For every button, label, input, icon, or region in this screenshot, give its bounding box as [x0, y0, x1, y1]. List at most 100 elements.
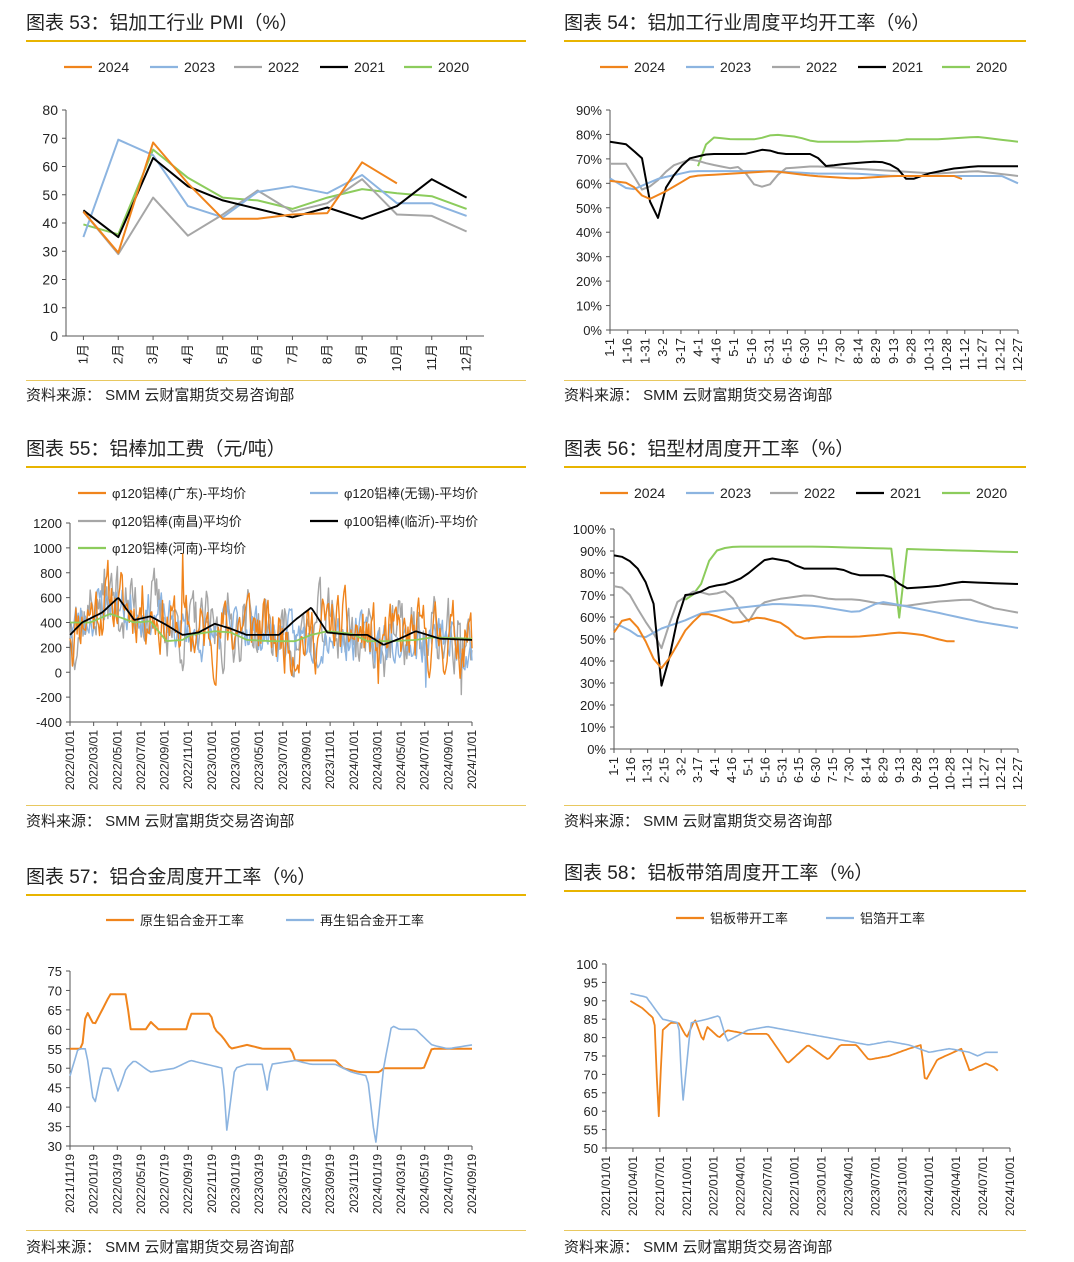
y-tick-label: 1000: [33, 541, 62, 556]
y-tick-label: 30%: [576, 250, 602, 265]
legend-label: 2024: [634, 485, 665, 501]
legend-label: 2021: [354, 59, 385, 75]
y-tick-label: 10%: [580, 720, 606, 735]
x-tick-label: 2022/10/01: [788, 1156, 802, 1216]
x-tick-label: 2024/09/01: [441, 730, 455, 790]
chart-57-svg: 原生铝合金开工率 再生铝合金开工率 30 35 40 45 50 55 60 65 70 75 2021…: [48, 913, 479, 1214]
x-tick-label: 11-27: [976, 757, 991, 789]
y-tick-label: 40%: [576, 225, 602, 240]
y-tick-label: 30: [42, 243, 58, 259]
panel-chart-53: 图表 53：铝加工行业 PMI（%） 2024 2023 2022 2021 2020 0…: [26, 8, 526, 408]
x-tick-label: 2021/10/01: [680, 1156, 694, 1216]
legend-item: 2020: [942, 485, 1007, 501]
x-tick-label: 4-1: [707, 757, 722, 776]
legend-label: 铝板带开工率: [710, 911, 788, 926]
x-tick-label: 2023/01/01: [814, 1156, 828, 1216]
x-tick-label: 2024/01/01: [347, 730, 361, 790]
y-tick-label: 90%: [576, 103, 602, 118]
chart-title: 图表 57：铝合金周度开工率（%）: [26, 867, 317, 888]
y-tick-label: 60: [48, 1022, 62, 1037]
series-2022: [610, 158, 1019, 191]
legend-item: φ120铝棒(南昌)平均价: [78, 514, 242, 529]
legend-item: 2023: [686, 485, 751, 501]
x-tick-label: 2022/04/01: [734, 1156, 748, 1216]
x-tick-label: 1月: [75, 344, 90, 364]
x-tick-label: 9-13: [892, 757, 907, 783]
series-2023: [613, 601, 1019, 639]
legend-item: φ120铝棒(河南)-平均价: [78, 541, 246, 556]
x-tick-label: 2023/03/01: [229, 730, 243, 790]
x-tick-label: 2022/09/01: [158, 730, 172, 790]
x-tick-label: 2月: [110, 344, 125, 364]
source-note: 资料来源： SMM 云财富期货交易咨询部: [564, 387, 833, 404]
x-tick-label: 2022/05/19: [134, 1154, 148, 1214]
legend-item: 2023: [686, 59, 751, 75]
x-tick-label: 9-28: [909, 757, 924, 783]
legend-label: 2023: [720, 59, 751, 75]
y-tick-label: 40%: [580, 654, 606, 669]
legend-label: φ100铝棒(临沂)-平均价: [344, 514, 478, 529]
chart-title: 图表 54：铝加工行业周度平均开工率（%）: [564, 13, 931, 34]
legend-item: 原生铝合金开工率: [106, 913, 244, 928]
x-tick-label: 7-15: [815, 338, 830, 364]
x-tick-label: 2022/11/01: [181, 730, 195, 789]
x-tick-label: 2024/03/19: [394, 1154, 408, 1214]
source-note: 资料来源： SMM 云财富期货交易咨询部: [26, 387, 295, 404]
y-tick-label: 80: [584, 1031, 598, 1046]
x-tick-label: 4月: [180, 344, 195, 364]
series-2024: [609, 170, 963, 200]
x-tick-label: 2024/03/01: [370, 730, 384, 790]
series-linyi: [69, 597, 472, 646]
source-rule: [564, 805, 1026, 806]
x-tick-label: 5-31: [774, 757, 789, 783]
legend-label: 2024: [98, 59, 129, 75]
y-tick-label: 60: [42, 159, 58, 175]
x-tick-label: 6-30: [797, 338, 812, 364]
x-tick-label: 8-14: [850, 338, 865, 364]
x-tick-label: 2022/01/01: [63, 730, 77, 790]
chart-58-svg: 铝板带开工率 铝箔开工率 50 55 60 65 70 75 80 85 90 95 100 2021/0…: [576, 911, 1017, 1216]
x-tick-label: 1-1: [606, 757, 621, 776]
chart-54-svg: 2024 2023 2022 2021 2020 0% 10% 20% 30% 40% 50% 60%…: [576, 59, 1025, 371]
x-tick-label: 3-2: [655, 338, 670, 357]
y-tick-label: 70: [584, 1067, 598, 1082]
x-tick-label: 2-15: [657, 757, 672, 783]
chart-55-svg: φ120铝棒(广东)-平均价 φ120铝棒(无锡)-平均价 φ120铝棒(南昌)平均…: [33, 486, 479, 790]
x-tick-label: 2021/04/01: [626, 1156, 640, 1216]
x-tick-label: 9月: [354, 344, 369, 364]
x-tick-label: 1-31: [637, 338, 652, 364]
legend-item: 铝板带开工率: [676, 911, 788, 926]
panel-chart-57: 图表 57：铝合金周度开工率（%） 原生铝合金开工率 再生铝合金开工率 30 35 40…: [26, 862, 526, 1262]
legend-item: 铝箔开工率: [826, 911, 925, 926]
x-tick-label: 2022/07/01: [134, 730, 148, 790]
legend-label: 2024: [634, 59, 665, 75]
x-tick-label: 1-16: [620, 338, 635, 364]
legend-label: 原生铝合金开工率: [140, 913, 244, 928]
x-tick-label: 2023/10/01: [895, 1156, 909, 1216]
x-tick-label: 2022/07/01: [761, 1156, 775, 1216]
source-note: 资料来源： SMM 云财富期货交易咨询部: [564, 813, 833, 830]
series-henan: [70, 612, 473, 643]
x-tick-label: 2023/05/01: [252, 730, 266, 790]
x-tick-label: 10-13: [921, 338, 936, 371]
legend-label: 2022: [804, 485, 835, 501]
x-tick-label: 6月: [250, 344, 265, 364]
x-tick-label: 2024/05/19: [418, 1154, 432, 1214]
title-rule: [26, 466, 526, 468]
series-2021: [613, 554, 1019, 687]
legend-item: φ100铝棒(临沂)-平均价: [310, 514, 478, 529]
legend-item: 2024: [600, 59, 665, 75]
y-tick-label: 60%: [580, 610, 606, 625]
legend-label: 2021: [892, 59, 923, 75]
x-tick-label: 6-15: [791, 757, 806, 783]
y-tick-label: 40: [48, 1100, 62, 1115]
x-tick-label: 2023/09/19: [323, 1154, 337, 1214]
y-tick-label: 20%: [580, 698, 606, 713]
legend-item: 再生铝合金开工率: [286, 913, 424, 928]
y-tick-label: 75: [584, 1049, 598, 1064]
y-tick-label: 20%: [576, 274, 602, 289]
legend-item: 2022: [772, 59, 837, 75]
x-tick-label: 5-31: [762, 338, 777, 364]
chart-53-svg: 2024 2023 2022 2021 2020 0 10 20 30 40 50 60 70 80 1月 2…: [42, 59, 484, 371]
legend-item: 2021: [320, 59, 385, 75]
